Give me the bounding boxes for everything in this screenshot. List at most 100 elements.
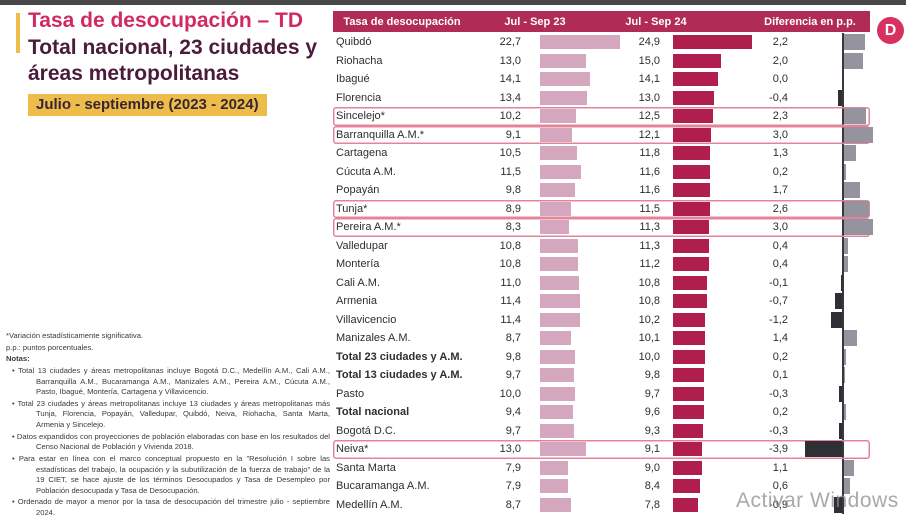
table-row: Bucaramanga A.M. 7,9 8,4 0,6 <box>333 477 870 496</box>
bar-2023 <box>540 220 570 235</box>
bar-cell-2023 <box>540 181 628 200</box>
city-label: Total 23 ciudades y A.M. <box>336 350 463 363</box>
bar-2024 <box>673 90 715 105</box>
city-label: Pasto <box>336 387 365 400</box>
bar-2024 <box>673 275 708 290</box>
bar-cell-diff <box>788 366 870 385</box>
value-2023: 8,9 <box>505 202 521 215</box>
value-diff: 0,1 <box>772 369 788 382</box>
bar-cell-2024 <box>673 107 758 126</box>
bar-diff <box>841 274 842 291</box>
bar-cell-2024 <box>673 89 758 108</box>
bar-diff <box>844 237 848 254</box>
value-2023: 10,5 <box>499 147 521 160</box>
bar-diff <box>839 422 842 439</box>
dane-logo: D <box>877 17 904 44</box>
city-label: Manizales A.M. <box>336 332 411 345</box>
bar-cell-2024 <box>673 33 758 52</box>
city-label: Total 13 ciudades y A.M. <box>336 369 463 382</box>
bar-cell-diff <box>788 348 870 367</box>
footnote-list: Total 13 ciudades y áreas metropolitanas… <box>6 366 330 520</box>
bar-diff <box>839 385 842 402</box>
bar-2023 <box>540 275 579 290</box>
bar-diff <box>835 293 842 310</box>
bar-cell-2024 <box>673 496 758 515</box>
value-2024: 9,0 <box>644 461 660 474</box>
city-label: Bogotá D.C. <box>336 424 396 437</box>
value-diff: 0,4 <box>772 258 788 271</box>
bar-2024 <box>673 164 710 179</box>
bar-cell-2023 <box>540 144 628 163</box>
bar-cell-diff <box>788 52 870 71</box>
table-row: Santa Marta 7,9 9,0 1,1 <box>333 459 870 478</box>
bar-2023 <box>540 386 576 401</box>
table-row: Armenia 11,4 10,8 -0,7 <box>333 292 870 311</box>
value-diff: 1,3 <box>772 147 788 160</box>
city-label: Montería <box>336 258 380 271</box>
bar-cell-diff <box>788 440 870 459</box>
bar-2023 <box>540 201 572 216</box>
value-2024: 14,1 <box>638 73 660 86</box>
bar-cell-2024 <box>673 52 758 71</box>
bar-2023 <box>540 183 575 198</box>
bar-diff <box>844 126 873 143</box>
value-diff: 2,3 <box>772 110 788 123</box>
value-diff: 0,4 <box>772 239 788 252</box>
table-row: Cartagena 10,5 11,8 1,3 <box>333 144 870 163</box>
bar-diff <box>844 163 846 180</box>
bar-2023 <box>540 479 568 494</box>
city-label: Ibagué <box>336 73 370 86</box>
value-2023: 13,0 <box>499 443 521 456</box>
table-row: Valledupar 10,8 11,3 0,4 <box>333 237 870 256</box>
city-label: Quibdó <box>336 36 372 49</box>
value-diff: 2,0 <box>772 54 788 67</box>
value-2023: 9,7 <box>505 369 521 382</box>
bar-2024 <box>673 220 709 235</box>
table-row: Manizales A.M. 8,7 10,1 1,4 <box>333 329 870 348</box>
title-block: Tasa de desocupación – TD Total nacional… <box>16 8 317 116</box>
bar-diff <box>844 182 861 199</box>
value-2023: 7,9 <box>505 461 521 474</box>
table-row: Cali A.M. 11,0 10,8 -0,1 <box>333 274 870 293</box>
bar-diff <box>844 404 846 421</box>
bar-2023 <box>540 349 575 364</box>
footnote-pp: p.p.: puntos porcentuales. <box>6 342 94 352</box>
bar-2024 <box>673 238 709 253</box>
bar-diff <box>844 330 858 347</box>
bar-cell-2024 <box>673 440 758 459</box>
bar-cell-diff <box>788 329 870 348</box>
bar-cell-2024 <box>673 366 758 385</box>
value-2024: 11,8 <box>639 147 660 160</box>
bar-cell-2023 <box>540 52 628 71</box>
value-diff: 2,6 <box>772 202 788 215</box>
value-2023: 11,0 <box>500 276 521 289</box>
value-2024: 10,1 <box>638 332 660 345</box>
table-row: Montería 10,8 11,2 0,4 <box>333 255 870 274</box>
bar-cell-2023 <box>540 385 628 404</box>
bar-cell-diff <box>788 126 873 145</box>
city-label: Florencia <box>336 91 382 104</box>
bar-cell-2023 <box>540 33 628 52</box>
page-title: Tasa de desocupación – TD <box>28 9 304 32</box>
value-diff: 0,6 <box>772 480 788 493</box>
city-label: Pereira A.M.* <box>336 221 401 234</box>
bar-cell-2024 <box>673 422 758 441</box>
bar-2024 <box>673 423 703 438</box>
footnote-item: Datos expandidos con proyecciones de pob… <box>6 432 330 453</box>
value-2024: 10,8 <box>638 276 660 289</box>
bar-cell-2024 <box>673 255 758 274</box>
bar-diff <box>844 200 869 217</box>
bar-2023 <box>540 72 590 87</box>
city-label: Tunja* <box>336 202 368 215</box>
value-2023: 9,4 <box>505 406 521 419</box>
bar-2023 <box>540 331 571 346</box>
value-2024: 12,1 <box>638 128 660 141</box>
value-2023: 9,7 <box>505 424 521 437</box>
bar-2023 <box>540 368 575 383</box>
bar-cell-diff <box>788 459 870 478</box>
bar-2024 <box>673 312 706 327</box>
table-row: Pereira A.M.* 8,3 11,3 3,0 <box>333 218 873 237</box>
chart-header-row: Tasa de desocupación Jul - Sep 23 Jul - … <box>333 11 870 32</box>
city-label: Armenia <box>336 295 377 308</box>
table-row: Florencia 13,4 13,0 -0,4 <box>333 89 870 108</box>
